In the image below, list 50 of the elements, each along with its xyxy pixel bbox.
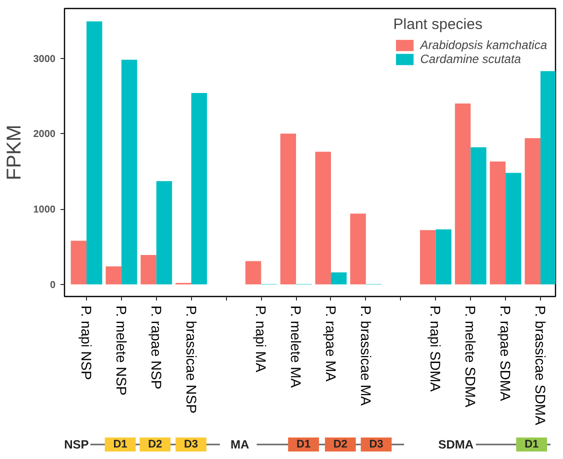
bar	[106, 266, 122, 284]
text: SDMA	[438, 438, 474, 452]
bar	[140, 255, 156, 284]
text: D1	[296, 438, 311, 450]
bar	[470, 147, 486, 284]
bar	[191, 92, 207, 284]
text: D2	[333, 438, 348, 450]
y-axis-title: FPKM	[3, 124, 26, 180]
x-tick-label: P. napi MA	[253, 306, 270, 373]
bar	[540, 71, 556, 284]
bar	[350, 214, 366, 284]
y-tick-label: 0	[50, 280, 56, 291]
bar	[70, 240, 86, 284]
text: NSP	[64, 438, 89, 452]
x-tick-label: P. napi SDMA	[428, 306, 444, 392]
bar	[490, 162, 506, 284]
bar	[454, 103, 471, 284]
bar	[506, 172, 522, 284]
x-tick-label: P. rapae MA	[322, 306, 339, 382]
x-tick-label: P. brassicae MA	[358, 306, 374, 406]
y-tick-label: 3000	[33, 54, 56, 65]
bar	[245, 261, 262, 284]
x-tick-label: P. melete NSP	[113, 306, 130, 396]
y-tick-label: 1000	[33, 204, 56, 216]
x-tick-label: P. rapae NSP	[148, 306, 164, 390]
bar	[86, 21, 102, 284]
text: MA	[230, 438, 250, 452]
y-tick-label: 2000	[33, 129, 56, 140]
bar	[121, 60, 138, 284]
bar	[436, 229, 452, 284]
bar	[280, 134, 296, 284]
bar	[315, 152, 331, 284]
x-tick-label: P. brassicae NSP	[183, 306, 200, 414]
text: D2	[148, 438, 162, 450]
text: D3	[184, 438, 198, 450]
x-tick-label: P. brassicae SDMA	[532, 306, 548, 426]
bar	[420, 230, 436, 284]
bar	[156, 181, 172, 284]
legend-title: Plant species	[393, 16, 484, 33]
x-tick-label: P. rapae SDMA	[498, 306, 514, 402]
text: D1	[113, 438, 128, 450]
x-tick-label: P. melete MA	[288, 306, 304, 388]
legend-label: Cardamine scutata	[420, 52, 521, 66]
bar	[524, 138, 540, 284]
x-tick-label: P. napi NSP	[78, 306, 94, 380]
x-tick-label: P. melete SDMA	[462, 306, 479, 408]
text: D1	[524, 438, 539, 450]
legend-label: Arabidopsis kamchatica	[420, 38, 547, 52]
text: D3	[369, 438, 384, 450]
bar	[330, 272, 347, 284]
